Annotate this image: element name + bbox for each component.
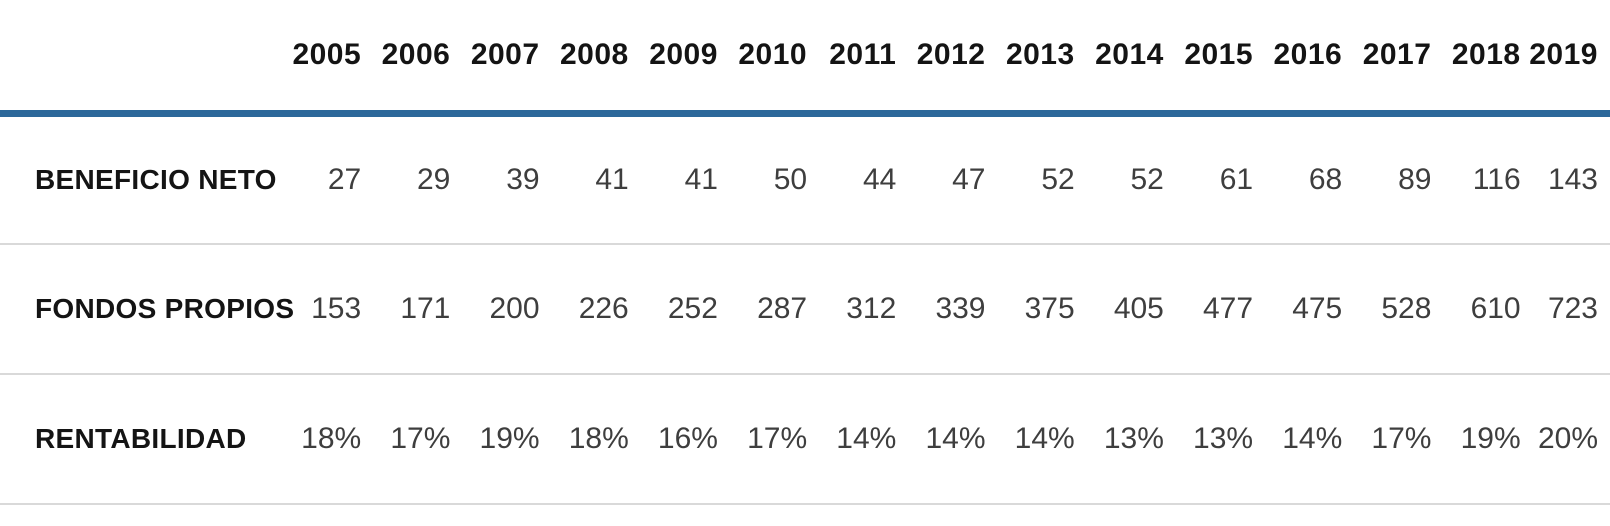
value-cell: 339 (935, 291, 986, 325)
value-cell: 39 (506, 162, 540, 196)
value-cell: 17% (1371, 421, 1432, 455)
value-cell: 19% (479, 421, 540, 455)
value-cell: 405 (1113, 291, 1164, 325)
year-header-cell: 2006 (361, 0, 451, 117)
year-header-cell: 2014 (1074, 0, 1164, 117)
table-header: 2005 2006 2007 2008 2009 2010 2011 2012 2013 2014… (0, 0, 1610, 117)
table-body: BENEFICIO NETO 27 29 39 41 41 50 44 47 52 52 61 68 89… (0, 114, 1610, 504)
value-cell: 18% (568, 421, 629, 455)
year-header-row: 2005 2006 2007 2008 2009 2010 2011 2012 2013 2014… (0, 0, 1610, 117)
year-header-cell: 2009 (628, 0, 718, 117)
value-cell: 14% (1282, 421, 1343, 455)
value-cell: 287 (757, 291, 808, 325)
year-header-cell: 2019 (1520, 0, 1610, 117)
value-cell: 19% (1460, 421, 1521, 455)
value-cell: 171 (400, 291, 451, 325)
value-cell: 528 (1381, 291, 1432, 325)
table-row: RENTABILIDAD 18% 17% 19% 18% 16% 17% 14% 14% 14% 1… (0, 374, 1610, 504)
value-cell: 14% (925, 421, 986, 455)
value-cell: 16% (657, 421, 718, 455)
corner-empty-cell (0, 0, 272, 117)
value-cell: 13% (1103, 421, 1164, 455)
year-header-cell: 2010 (717, 0, 808, 117)
year-header-cell: 2012 (896, 0, 986, 117)
value-cell: 475 (1292, 291, 1343, 325)
value-cell: 14% (836, 421, 897, 455)
value-cell: 143 (1547, 162, 1598, 196)
year-header-cell: 2016 (1253, 0, 1343, 117)
year-header-cell: 2017 (1342, 0, 1432, 117)
value-cell: 50 (773, 162, 808, 196)
year-header-cell: 2005 (272, 0, 362, 117)
value-cell: 61 (1219, 162, 1254, 196)
value-cell: 20% (1537, 421, 1598, 455)
value-cell: 312 (846, 291, 897, 325)
value-cell: 723 (1547, 291, 1598, 325)
value-cell: 14% (1014, 421, 1075, 455)
value-cell: 116 (1472, 162, 1521, 196)
year-header-cell: 2015 (1163, 0, 1254, 117)
year-header-cell: 2007 (450, 0, 540, 117)
value-cell: 89 (1398, 162, 1432, 196)
year-header-cell: 2013 (985, 0, 1075, 117)
value-cell: 41 (595, 162, 629, 196)
year-header-cell: 2018 (1431, 0, 1521, 117)
financial-table: 2005 2006 2007 2008 2009 2010 2011 2012 2013 2014… (0, 0, 1610, 504)
value-cell: 18% (301, 421, 362, 455)
year-header-cell: 2008 (539, 0, 629, 117)
table-row: FONDOS PROPIOS 153 171 200 226 252 287 312 339 37… (0, 244, 1610, 374)
row-label: BENEFICIO NETO (35, 163, 277, 195)
value-cell: 47 (952, 162, 986, 196)
value-cell: 375 (1024, 291, 1075, 325)
value-cell: 200 (489, 291, 540, 325)
value-cell: 153 (311, 291, 362, 325)
value-cell: 226 (578, 291, 629, 325)
value-cell: 610 (1470, 291, 1521, 325)
value-cell: 44 (862, 162, 897, 196)
value-cell: 41 (684, 162, 718, 196)
value-cell: 17% (390, 421, 451, 455)
value-cell: 252 (667, 291, 718, 325)
row-label: RENTABILIDAD (35, 422, 247, 454)
value-cell: 27 (327, 162, 362, 196)
value-cell: 68 (1308, 162, 1343, 196)
value-cell: 477 (1203, 291, 1254, 325)
year-header-cell: 2011 (807, 0, 897, 117)
table-row: BENEFICIO NETO 27 29 39 41 41 50 44 47 52 52 61 68 89… (0, 114, 1610, 244)
value-cell: 52 (1041, 162, 1075, 196)
value-cell: 52 (1130, 162, 1164, 196)
value-cell: 13% (1193, 421, 1254, 455)
value-cell: 29 (417, 162, 451, 196)
row-label: FONDOS PROPIOS (35, 292, 295, 324)
value-cell: 17% (747, 421, 808, 455)
